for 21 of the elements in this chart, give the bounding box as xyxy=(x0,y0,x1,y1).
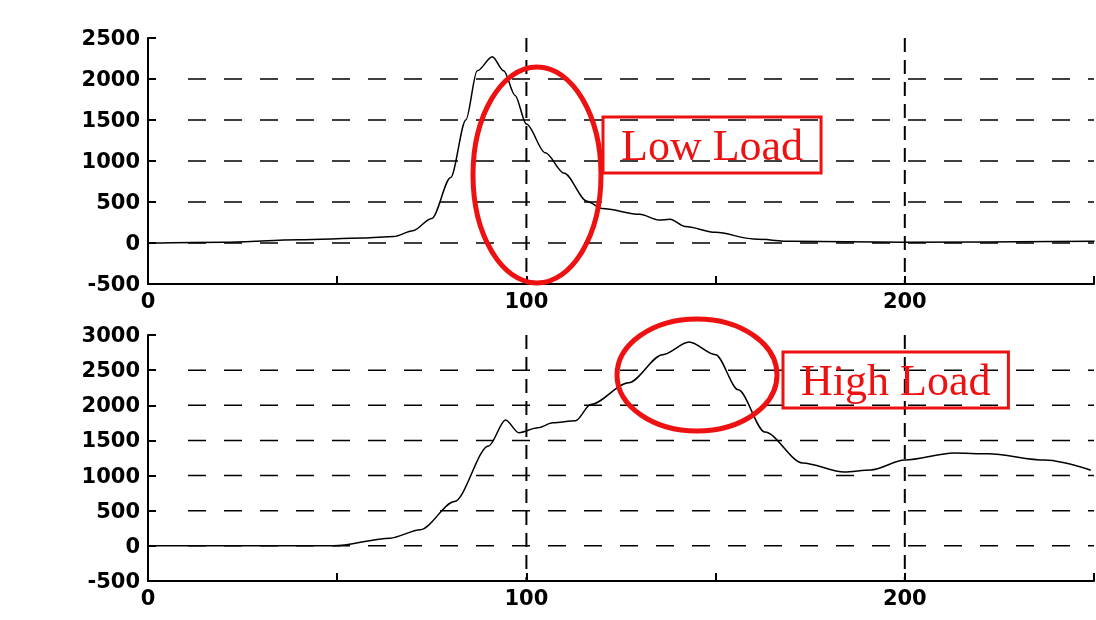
x-tick-label: 100 xyxy=(504,585,549,610)
x-tick-label: 100 xyxy=(504,288,549,313)
y-tick-label: 0 xyxy=(125,533,140,558)
y-tick-label: 2000 xyxy=(81,393,140,418)
x-tick-label: 200 xyxy=(882,585,927,610)
annotation: Low Load xyxy=(621,120,804,170)
y-tick-label: 0 xyxy=(125,231,140,255)
y-tick-label: 500 xyxy=(96,190,140,214)
y-tick-label: 2500 xyxy=(81,358,140,383)
y-tick-label: 500 xyxy=(96,498,140,523)
y-tick-label: -500 xyxy=(87,272,140,296)
y-tick-label: 1000 xyxy=(81,463,140,488)
y-tick-label: 1500 xyxy=(81,108,140,132)
y-tick-label: 1000 xyxy=(81,149,140,173)
y-tick-label: 1500 xyxy=(81,428,140,453)
x-tick-label: 200 xyxy=(882,288,927,313)
annotation: High Load xyxy=(801,355,991,405)
y-tick-label: 2500 xyxy=(81,26,140,50)
y-tick-label: 2000 xyxy=(81,67,140,91)
y-tick-label: 3000 xyxy=(81,323,140,347)
y-tick-label: -500 xyxy=(87,569,140,593)
